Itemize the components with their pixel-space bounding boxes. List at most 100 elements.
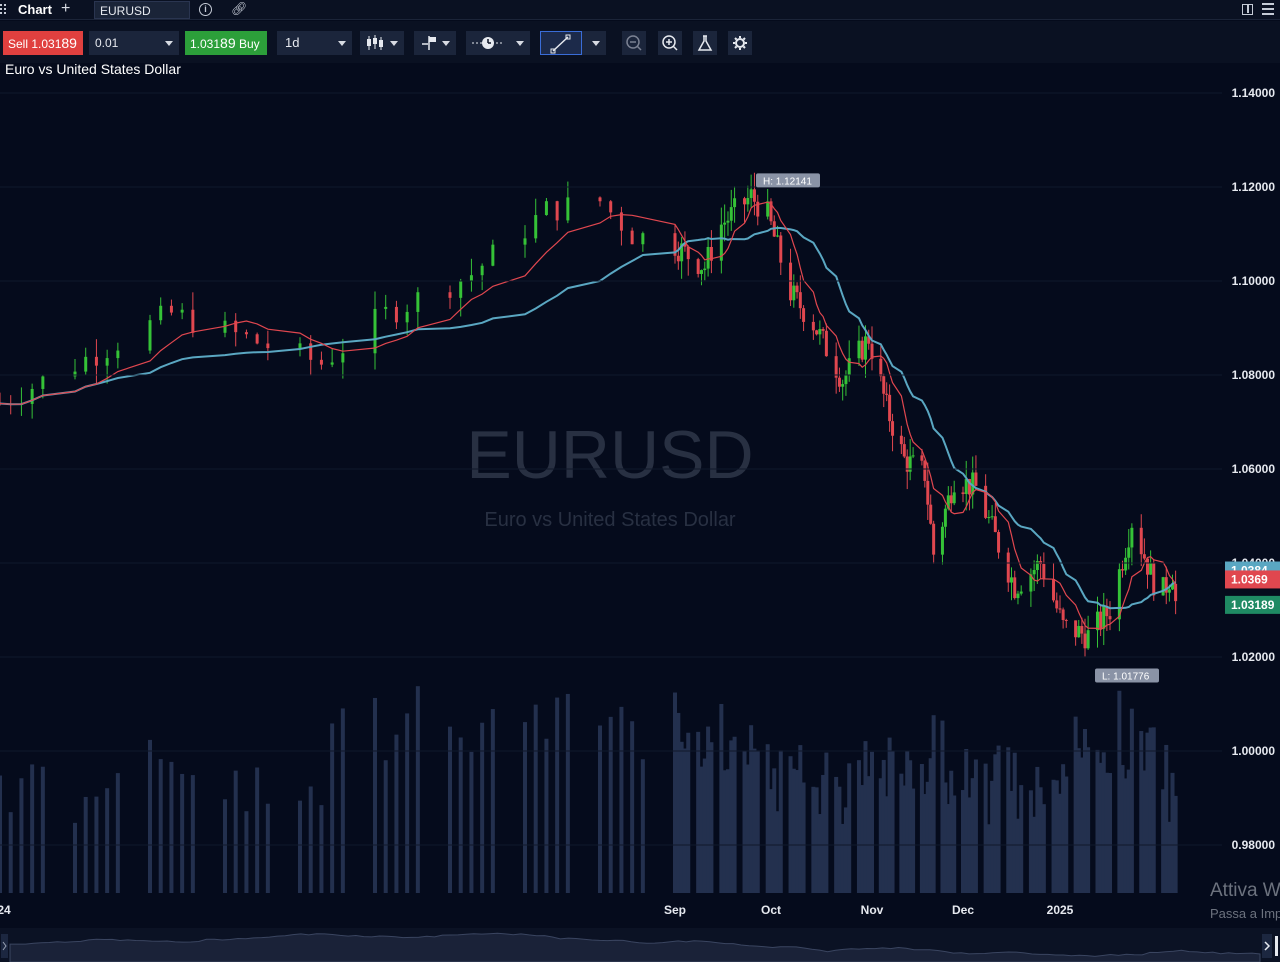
candle-body <box>598 197 602 202</box>
y-tick-label: 1.02000 <box>1232 650 1276 664</box>
info-icon[interactable]: i <box>199 3 212 16</box>
price-chart[interactable]: EURUSD Euro vs United States Dollar 1.140… <box>0 64 1280 962</box>
volume-bar <box>996 745 1001 893</box>
candle-body <box>619 212 623 231</box>
navigator-scrollbar[interactable] <box>0 928 1280 962</box>
volume-bar <box>598 725 602 893</box>
volume-bar <box>795 770 800 893</box>
candle-body <box>330 362 334 365</box>
candle-body <box>680 243 684 262</box>
volume-bar <box>1120 765 1125 893</box>
candle-body <box>1013 577 1017 599</box>
volume-bar <box>834 776 839 893</box>
candle-body <box>1061 609 1065 621</box>
volume-bar <box>565 693 570 893</box>
volume-bar <box>911 788 916 893</box>
volume-bar <box>1006 747 1011 893</box>
navigator-area <box>9 932 1261 962</box>
candle-body <box>159 305 163 321</box>
volume-bar <box>964 748 969 893</box>
y-tick-label: 1.00000 <box>1232 744 1276 758</box>
lab-button[interactable] <box>693 31 717 55</box>
volume-bar <box>949 770 954 893</box>
candle-body <box>920 455 924 461</box>
candle-body <box>1152 562 1156 596</box>
volume-bar <box>866 776 871 893</box>
volume-bar <box>1129 708 1134 893</box>
trendline-tool-button[interactable] <box>540 31 582 55</box>
volume-bar <box>973 759 978 893</box>
candle-body <box>555 201 559 221</box>
chart-type-button[interactable] <box>360 31 404 55</box>
zoom-in-button[interactable] <box>658 31 682 55</box>
chevron-down-icon <box>338 41 346 46</box>
candle-body <box>1164 577 1168 593</box>
candle-body <box>459 280 463 298</box>
link-icon[interactable]: 🔗︎ <box>231 1 248 16</box>
volume-bar <box>908 760 913 893</box>
volume-bar <box>940 720 945 893</box>
indicators-button[interactable] <box>414 31 456 55</box>
volume-bar <box>1028 790 1033 893</box>
volume-bar <box>40 766 45 893</box>
zoom-out-button[interactable] <box>622 31 646 55</box>
volume-bar <box>190 775 195 893</box>
volume-bar <box>902 785 907 893</box>
candle-body <box>84 356 88 372</box>
chevron-down-icon <box>516 41 524 46</box>
layout-icon[interactable] <box>1242 4 1253 15</box>
candle-body <box>723 222 727 225</box>
volume-bar <box>709 742 714 893</box>
candle-body <box>341 353 345 363</box>
candle-body <box>882 376 886 394</box>
sell-button[interactable]: Sell 1.03189 <box>3 31 83 55</box>
ma-fast-price-tag-bg <box>1225 570 1280 589</box>
volume-bar <box>749 725 754 893</box>
scroll-right-handle[interactable] <box>1262 934 1272 958</box>
candle-body <box>686 246 690 260</box>
quantity-value: 0.01 <box>95 36 119 50</box>
chart-title: Euro vs United States Dollar <box>5 61 181 77</box>
volume-bar <box>30 764 35 893</box>
chart-tab-title[interactable]: Chart <box>18 2 52 17</box>
candle-body <box>879 358 883 377</box>
volume-bar <box>890 750 895 893</box>
candle-body <box>802 308 806 322</box>
moving-averages <box>0 201 1177 631</box>
time-tool-button[interactable] <box>466 31 530 55</box>
volume-bar <box>523 722 527 893</box>
volume-bar <box>801 782 806 893</box>
volume-bar <box>863 741 868 893</box>
candle-body <box>867 336 871 344</box>
settings-button[interactable] <box>728 31 752 55</box>
volume-bar <box>837 786 842 893</box>
menu-icon[interactable] <box>1262 3 1274 15</box>
volume-bar <box>878 778 883 893</box>
candle-body <box>169 305 173 313</box>
candle-body <box>1086 630 1090 649</box>
candle-body <box>676 255 680 262</box>
volume-bar <box>847 763 852 893</box>
chevron-left-icon <box>2 941 7 951</box>
timeframe-select[interactable]: 1d <box>277 31 352 55</box>
quantity-select[interactable]: 0.01 <box>89 31 179 55</box>
volume-bar <box>0 775 2 893</box>
candle-body <box>1010 577 1013 583</box>
y-tick-label: 0.98000 <box>1232 838 1276 852</box>
grip-icon[interactable] <box>0 4 8 16</box>
volume-bar <box>73 822 77 893</box>
candle-body <box>1146 558 1149 575</box>
symbol-input[interactable]: EURUSD <box>94 1 190 19</box>
candle-body <box>993 516 997 533</box>
volume-bar <box>682 748 687 893</box>
trendline-dropdown[interactable] <box>582 31 606 55</box>
scroll-left-handle[interactable] <box>1 934 8 958</box>
volume-bar <box>952 795 957 893</box>
volume-bar <box>533 704 538 893</box>
volume-bar <box>860 785 865 893</box>
zoom-in-icon <box>662 35 678 51</box>
candle-body <box>1149 562 1153 575</box>
buy-button[interactable]: 1.03189 Buy <box>185 31 267 55</box>
volume-bar <box>752 748 757 893</box>
add-chart-icon[interactable]: + <box>61 0 71 17</box>
